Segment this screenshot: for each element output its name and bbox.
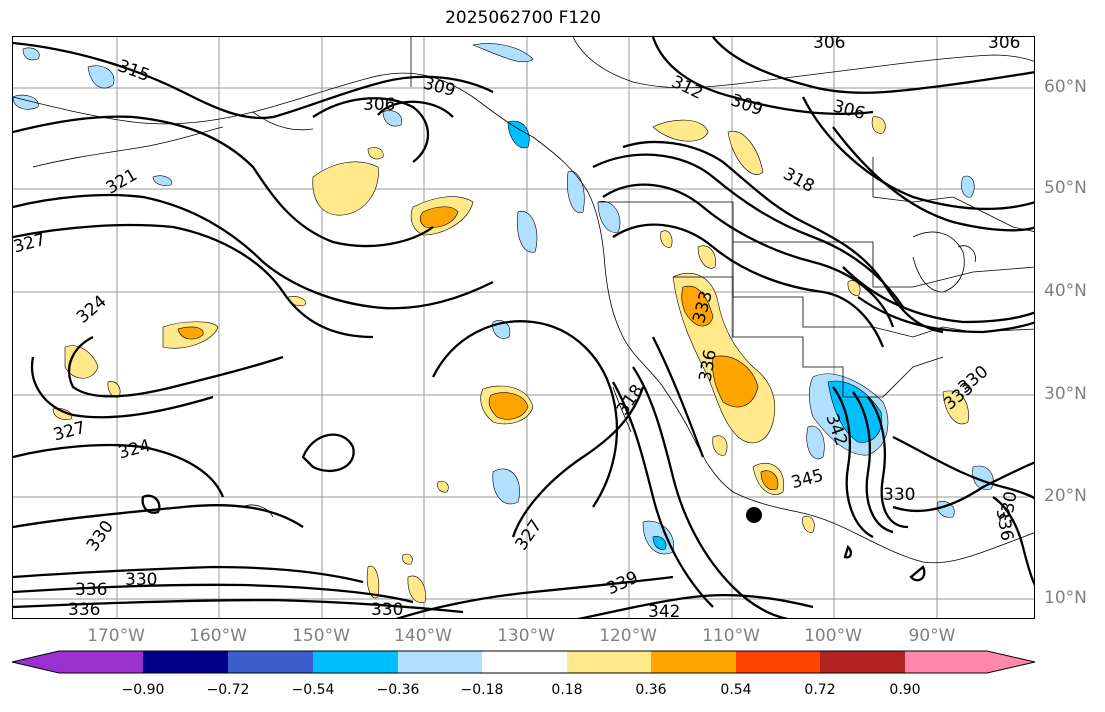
svg-text:336: 336 [992, 507, 1017, 542]
contour-labels: 315 309 306 312 309 306 306 306 321 318 … [13, 37, 1022, 619]
svg-text:306: 306 [831, 96, 868, 124]
svg-text:318: 318 [613, 381, 648, 419]
lon-label-150w: 150°W [292, 626, 350, 646]
map-canvas: 315 309 306 312 309 306 306 306 321 318 … [13, 37, 1034, 619]
colorbar-tick: −0.18 [460, 682, 504, 698]
lat-label-60: 60°N [1044, 77, 1087, 97]
lat-label-30: 30°N [1044, 384, 1087, 404]
svg-text:318: 318 [780, 164, 818, 197]
svg-text:327: 327 [13, 230, 48, 258]
svg-text:324: 324 [116, 436, 153, 464]
svg-text:330: 330 [883, 485, 915, 505]
colorbar-tick: 0.54 [720, 682, 752, 698]
svg-text:306: 306 [363, 95, 395, 115]
colorbar-tick: −0.90 [121, 682, 165, 698]
contours [13, 37, 1034, 618]
svg-text:324: 324 [73, 292, 111, 328]
lat-label-40: 40°N [1044, 281, 1087, 301]
colorbar-tick: 0.36 [635, 682, 667, 698]
svg-text:327: 327 [511, 516, 546, 554]
svg-text:330: 330 [125, 570, 157, 590]
svg-text:309: 309 [728, 90, 765, 120]
svg-text:306: 306 [988, 37, 1020, 53]
svg-text:330: 330 [371, 600, 403, 619]
lon-label-100w: 100°W [804, 626, 862, 646]
svg-text:309: 309 [421, 73, 458, 101]
lon-label-120w: 120°W [599, 626, 657, 646]
lon-label-160w: 160°W [189, 626, 247, 646]
svg-text:342: 342 [648, 602, 680, 619]
svg-text:315: 315 [115, 56, 152, 86]
colorbar-tick: −0.36 [376, 682, 420, 698]
svg-text:336: 336 [68, 600, 100, 619]
colorbar-tick: 0.18 [551, 682, 583, 698]
lat-label-10: 10°N [1044, 588, 1087, 608]
lon-label-140w: 140°W [394, 626, 452, 646]
svg-text:321: 321 [103, 165, 141, 199]
svg-text:336: 336 [75, 580, 107, 600]
plot-title: 2025062700 F120 [445, 8, 601, 28]
colorbar-tick: −0.54 [291, 682, 335, 698]
cyclone-marker [746, 507, 762, 523]
colorbar-tick: 0.90 [889, 682, 921, 698]
lat-label-50: 50°N [1044, 178, 1087, 198]
lon-label-90w: 90°W [908, 626, 956, 646]
colorbar-tick: 0.72 [804, 682, 836, 698]
lat-label-20: 20°N [1044, 486, 1087, 506]
svg-text:330: 330 [83, 517, 118, 555]
anomaly-shading [13, 43, 994, 603]
lon-label-110w: 110°W [702, 626, 760, 646]
map-panel: 315 309 306 312 309 306 306 306 321 318 … [12, 36, 1035, 619]
svg-text:312: 312 [668, 72, 706, 104]
colorbar-tick: −0.72 [206, 682, 250, 698]
svg-text:306: 306 [813, 37, 845, 53]
colorbar [11, 650, 1036, 674]
svg-text:339: 339 [604, 567, 642, 599]
svg-text:345: 345 [789, 466, 826, 494]
lon-label-130w: 130°W [497, 626, 555, 646]
svg-text:327: 327 [51, 418, 88, 446]
lon-label-170w: 170°W [87, 626, 145, 646]
